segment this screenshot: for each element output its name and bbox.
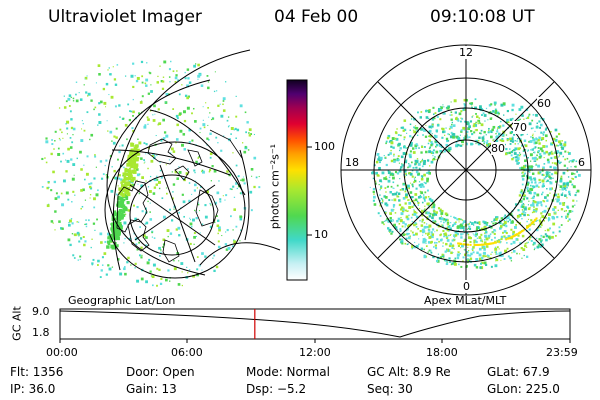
mlt-label-12: 12: [459, 46, 473, 59]
info-ip: IP: 36.0: [10, 382, 56, 396]
info-dsp: Dsp: −5.2: [246, 382, 307, 396]
info-gc-alt: GC Alt: 8.9 Re: [367, 365, 451, 379]
timeline-ytick-max: 9.0: [32, 305, 50, 318]
geographic-emission: [41, 60, 261, 287]
mlat-label-60: 60: [537, 97, 551, 110]
info-seq: Seq: 30: [367, 382, 413, 396]
time-label: 09:10:08 UT: [430, 7, 535, 27]
info-door: Door: Open: [126, 365, 195, 379]
mlt-label-0: 0: [463, 280, 470, 293]
mlt-label-6: 6: [578, 156, 585, 169]
geographic-panel-label: Geographic Lat/Lon: [68, 294, 176, 307]
timeline-xtick-2359: 23:59: [546, 346, 578, 359]
geographic-grid: [104, 49, 281, 279]
info-mode: Mode: Normal: [246, 365, 330, 379]
polar-grid: [340, 44, 592, 296]
info-gain: Gain: 13: [126, 382, 177, 396]
timeline-xtick-0600: 06:00: [171, 346, 203, 359]
mlat-label-80: 80: [491, 142, 505, 155]
mlt-label-18: 18: [345, 156, 359, 169]
timeline-xtick-1800: 18:00: [426, 346, 458, 359]
coastlines: [116, 129, 243, 263]
colorbar-tick-10: 10: [314, 228, 328, 241]
auroral-oval-emission: [369, 98, 581, 270]
timeline-xtick-1200: 12:00: [299, 346, 331, 359]
mlat-label-70: 70: [513, 121, 527, 134]
apex-panel-label: Apex MLat/MLT: [424, 294, 507, 307]
date-label: 04 Feb 00: [274, 7, 359, 27]
instrument-title: Ultraviolet Imager: [48, 7, 202, 27]
info-glat: GLat: 67.9: [487, 365, 550, 379]
timeline-axis-title: GC Alt: [10, 306, 24, 341]
info-glon: GLon: 225.0: [487, 382, 560, 396]
colorbar-tick-100: 100: [314, 140, 335, 153]
info-flight: Flt: 1356: [10, 365, 64, 379]
timeline-ytick-min: 1.8: [32, 326, 50, 339]
timeline-xtick-0000: 00:00: [46, 346, 78, 359]
